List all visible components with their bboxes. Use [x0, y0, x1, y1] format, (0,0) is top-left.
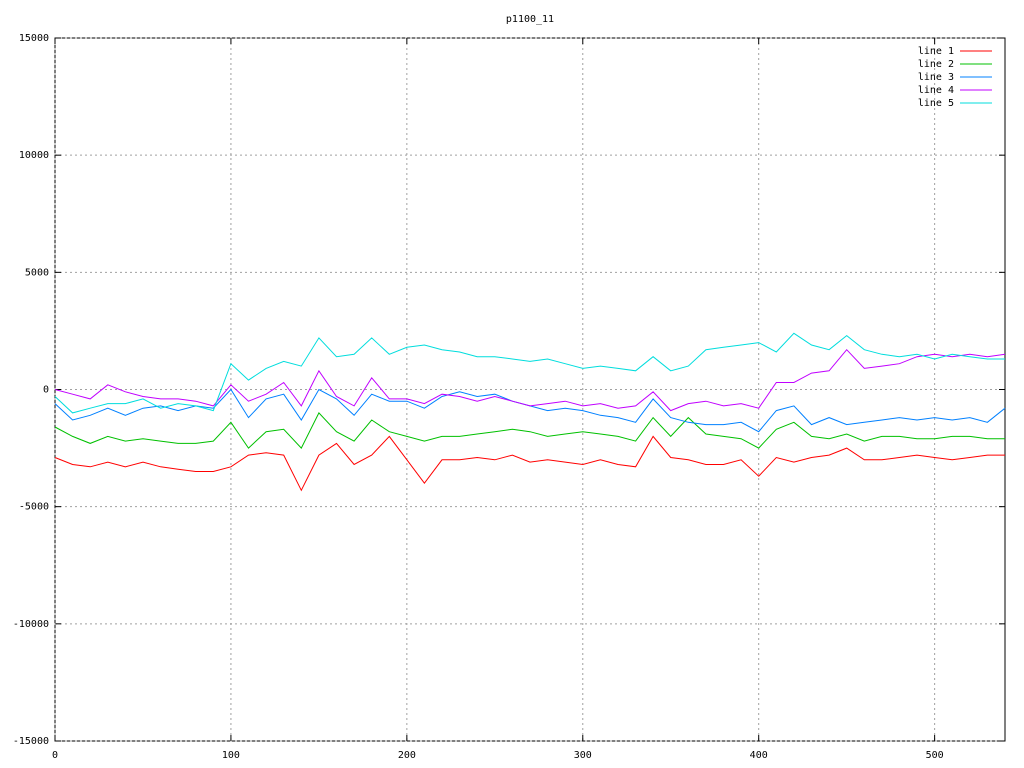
data-line [54, 332, 1005, 414]
chart-title: p1100_11 [506, 14, 554, 25]
y-tick-label: -10000 [13, 619, 49, 630]
legend-label: line 5 [918, 98, 954, 109]
x-tick-label: 500 [926, 750, 944, 761]
y-tick-label: 0 [43, 385, 49, 396]
data-line [54, 435, 1005, 492]
legend-label: line 3 [918, 72, 954, 83]
y-tick-label: -5000 [19, 502, 49, 513]
legend-label: line 1 [918, 46, 954, 57]
x-tick-label: 300 [574, 750, 592, 761]
legend-label: line 4 [918, 85, 954, 96]
x-tick-label: 100 [222, 750, 240, 761]
legend-label: line 2 [918, 59, 954, 70]
y-tick-label: 15000 [19, 33, 49, 44]
x-tick-label: 0 [52, 750, 58, 761]
x-tick-label: 400 [750, 750, 768, 761]
x-tick-label: 200 [398, 750, 416, 761]
y-tick-label: 10000 [19, 150, 49, 161]
data-line [54, 388, 1006, 433]
y-tick-label: 5000 [25, 267, 49, 278]
data-line [54, 348, 1006, 412]
y-tick-label: -15000 [13, 736, 49, 747]
data-line [54, 412, 1005, 449]
